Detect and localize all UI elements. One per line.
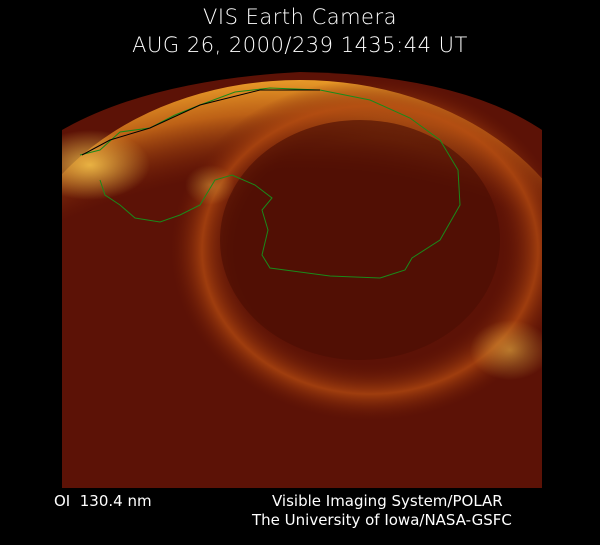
image-title: VIS Earth Camera — [203, 5, 397, 29]
coastline-dark — [81, 89, 320, 156]
credit-line-1: Visible Imaging System/POLAR — [272, 492, 503, 510]
wavelength-label: OI 130.4 nm — [54, 492, 152, 510]
coastline — [79, 87, 461, 279]
timestamp: AUG 26, 2000/239 1435:44 UT — [132, 33, 468, 57]
credit-line-2: The University of Iowa/NASA-GSFC — [252, 511, 512, 529]
